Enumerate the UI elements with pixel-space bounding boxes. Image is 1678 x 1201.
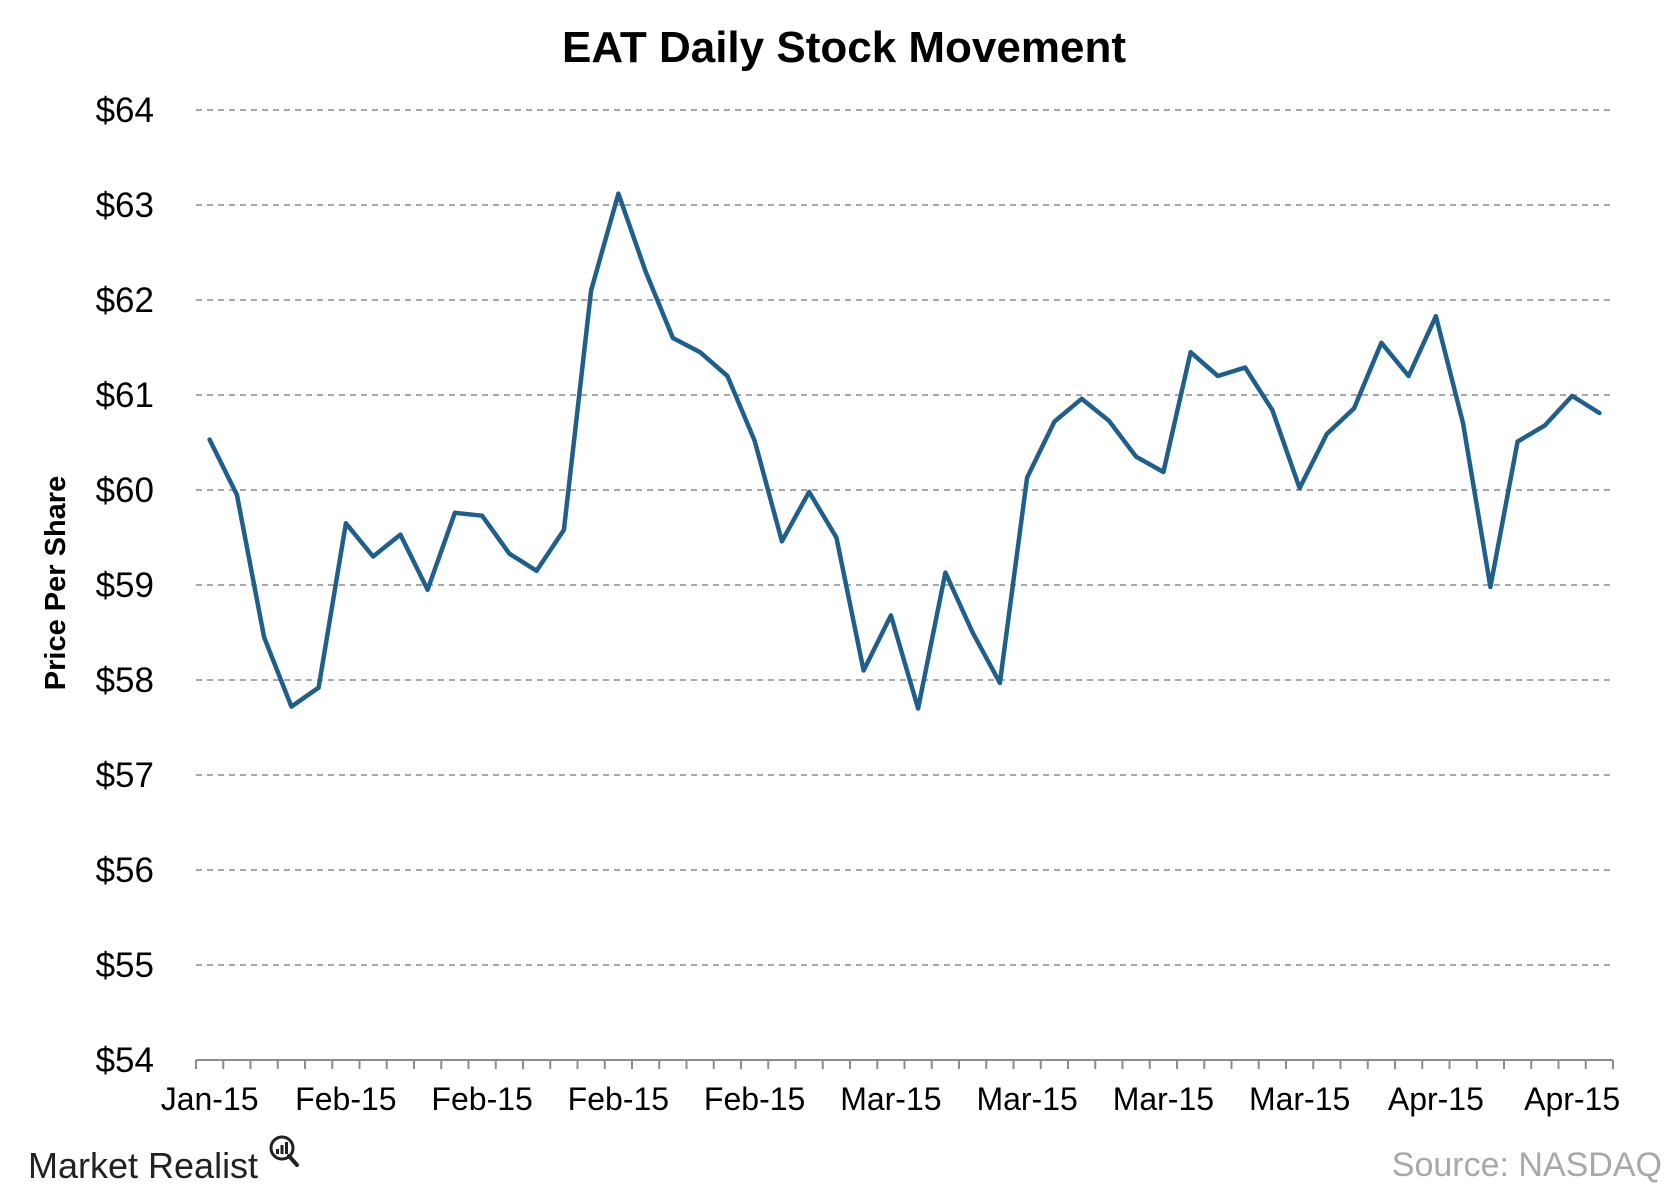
data-point: [1352, 406, 1357, 411]
data-point: [1542, 423, 1547, 428]
x-axis: [195, 1059, 1614, 1069]
y-tick-label: $64: [96, 91, 154, 130]
data-point: [670, 336, 675, 340]
data-point: [534, 568, 539, 573]
x-tick-label: Apr-15: [1388, 1081, 1484, 1117]
data-point: [207, 437, 212, 442]
data-point: [316, 685, 321, 690]
data-point: [371, 554, 376, 559]
y-tick-label: $59: [96, 566, 154, 605]
data-point: [589, 288, 594, 293]
data-point: [1597, 411, 1602, 416]
x-tick-label: Feb-15: [568, 1081, 669, 1117]
y-tick-label: $63: [96, 186, 154, 225]
data-point: [1188, 350, 1193, 355]
data-point: [698, 350, 703, 355]
series-layer: [207, 191, 1602, 711]
data-point: [452, 510, 457, 515]
data-point: [752, 438, 757, 443]
data-point: [1106, 418, 1111, 423]
data-point: [480, 513, 485, 518]
x-tick-label: Feb-15: [295, 1081, 396, 1117]
data-point: [398, 532, 403, 537]
data-point: [1297, 486, 1302, 491]
data-point: [234, 492, 239, 497]
y-tick-label: $54: [96, 1041, 154, 1080]
y-tick-labels: $54 $55 $56 $57 $58 $59 $60 $61 $62 $63 $64: [96, 91, 154, 1080]
x-tick-label: Mar-15: [840, 1081, 941, 1117]
data-point: [861, 668, 866, 673]
x-tick-label: Mar-15: [1249, 1081, 1350, 1117]
price-line: [207, 191, 1602, 711]
y-tick-label: $57: [96, 756, 154, 795]
data-point: [807, 489, 812, 494]
x-tick-label: Apr-15: [1524, 1081, 1620, 1117]
brand-logo: Market Realist: [28, 1135, 299, 1186]
x-tick-label: Jan-15: [161, 1081, 259, 1117]
data-point: [1461, 421, 1466, 426]
data-point: [1134, 454, 1139, 459]
data-point: [289, 704, 294, 709]
data-point: [1215, 374, 1220, 378]
brand-name: Market Realist: [28, 1145, 258, 1186]
data-point: [834, 535, 839, 540]
data-point: [1079, 396, 1084, 401]
data-point: [1515, 439, 1520, 444]
data-point: [1433, 314, 1438, 319]
x-tick-labels: Jan-15 Feb-15 Feb-15 Feb-15 Feb-15 Mar-15 Mar-…: [161, 1081, 1620, 1117]
y-tick-label: $55: [96, 946, 154, 985]
data-point: [1052, 419, 1057, 424]
data-point: [1570, 393, 1575, 398]
data-point: [1270, 408, 1275, 413]
data-point: [725, 374, 730, 378]
data-point: [1488, 584, 1493, 589]
data-point: [1161, 469, 1166, 474]
data-point: [1406, 374, 1411, 378]
data-point: [425, 587, 430, 592]
data-point: [943, 570, 948, 575]
y-axis-label: Price Per Share: [40, 476, 72, 690]
data-point: [997, 680, 1002, 685]
data-point: [1025, 475, 1030, 480]
x-tick-label: Feb-15: [704, 1081, 805, 1117]
data-point: [1324, 431, 1329, 436]
data-point: [561, 527, 566, 532]
magnifier-chart-icon: [269, 1135, 299, 1167]
x-tick-label: Mar-15: [1113, 1081, 1214, 1117]
data-point: [343, 521, 348, 526]
x-tick-label: Feb-15: [431, 1081, 532, 1117]
data-point: [916, 706, 921, 711]
data-point: [1243, 365, 1248, 370]
data-point: [262, 635, 267, 640]
y-tick-label: $58: [96, 661, 154, 700]
y-tick-label: $56: [96, 851, 154, 890]
data-point: [1379, 340, 1384, 345]
gridlines: [196, 109, 1613, 966]
data-point: [643, 269, 648, 274]
data-point: [616, 191, 621, 196]
data-point: [888, 613, 893, 618]
data-point: [779, 539, 784, 544]
y-tick-label: $62: [96, 281, 154, 320]
y-tick-label: $61: [96, 376, 154, 415]
data-point: [970, 630, 975, 635]
source-note: Source: NASDAQ: [1392, 1146, 1662, 1184]
y-tick-label: $60: [96, 471, 154, 510]
x-tick-label: Mar-15: [976, 1081, 1077, 1117]
chart-title: EAT Daily Stock Movement: [562, 23, 1126, 72]
data-point: [507, 551, 512, 556]
